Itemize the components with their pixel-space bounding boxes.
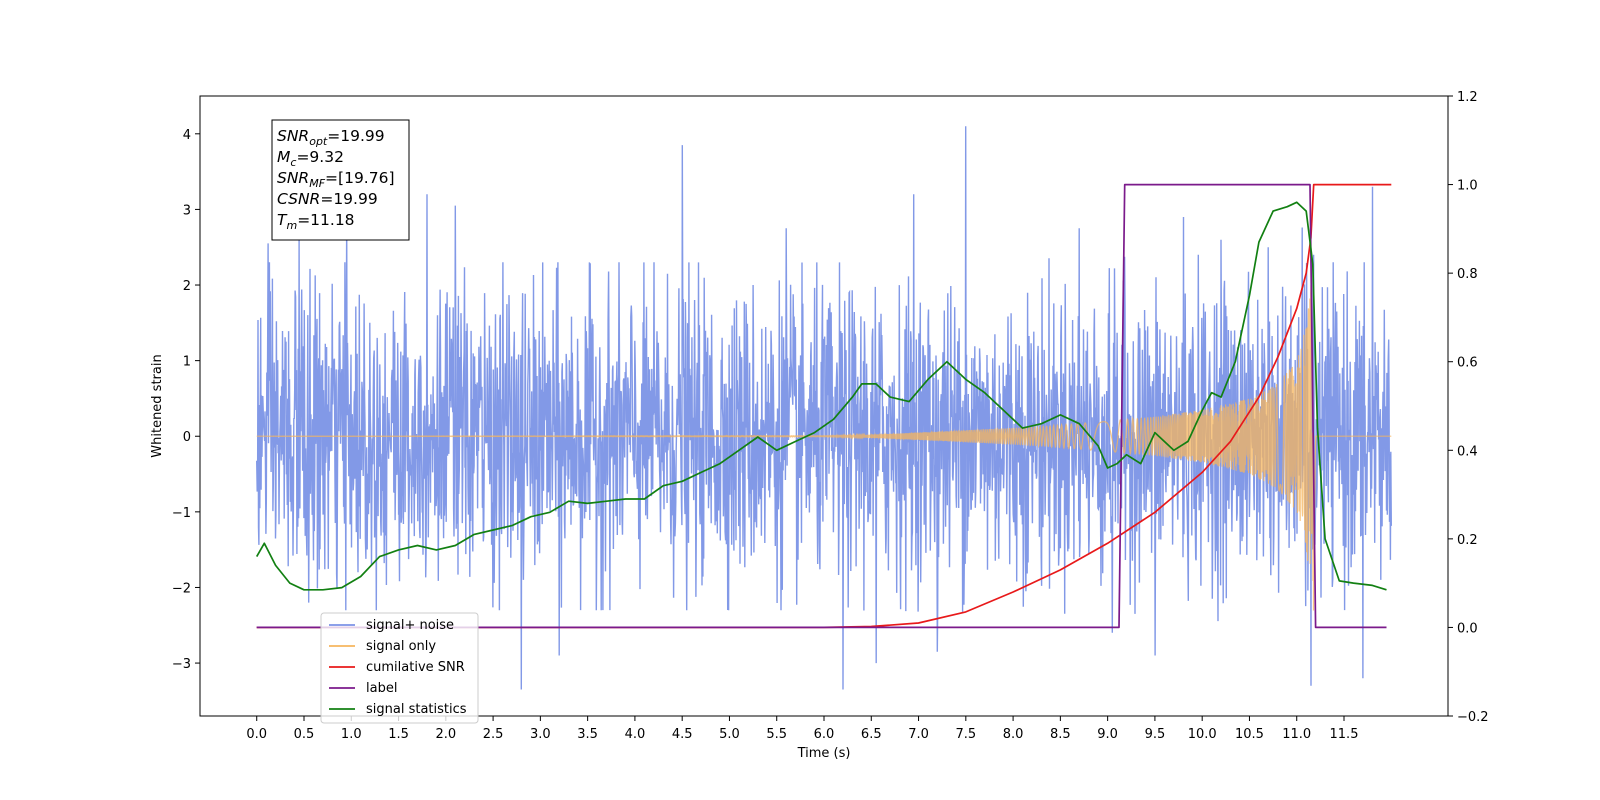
y-tick-label: 0 <box>183 430 191 445</box>
x-tick-label: 4.5 <box>672 727 693 742</box>
y-axis-left: −3 −2 −1 0 1 2 3 4 <box>172 128 200 672</box>
annotation-line: SNRMF=[19.76] <box>277 169 395 190</box>
right-axis-series <box>255 183 1392 629</box>
y-axis-title: Whitened strain <box>150 354 165 457</box>
series-label-line <box>256 183 1387 629</box>
legend-label-cumilative-snr: cumilative SNR <box>366 660 465 675</box>
y-axis-right: −0.2 0.0 0.2 0.4 0.6 0.8 1.0 1.2 <box>1448 90 1489 725</box>
legend-label-signal-statistics: signal statistics <box>366 702 467 717</box>
legend-frame <box>320 612 479 724</box>
y-tick-label: −1 <box>172 506 191 521</box>
x-tick-label: 9.5 <box>1145 727 1166 742</box>
x-tick-label: 10.0 <box>1188 727 1217 742</box>
x-tick-label: 11.0 <box>1282 727 1311 742</box>
x-tick-label: 9.0 <box>1097 727 1118 742</box>
legend: signal+ noise signal only cumilative SNR la… <box>320 612 479 724</box>
y-tick-label: −3 <box>172 657 191 672</box>
y2-tick-label: −0.2 <box>1457 710 1489 725</box>
x-tick-label: 5.5 <box>766 727 787 742</box>
annotation-box: SNRopt=19.99Mc=9.32SNRMF=[19.76]CSNR=19.… <box>271 119 410 241</box>
annotation-line: SNRopt=19.99 <box>277 127 385 148</box>
y2-tick-label: 0.0 <box>1457 621 1478 636</box>
x-tick-label: 3.5 <box>577 727 598 742</box>
x-tick-label: 10.5 <box>1235 727 1264 742</box>
x-tick-label: 7.5 <box>955 727 976 742</box>
y-tick-label: −2 <box>172 581 191 596</box>
annotation-line: CSNR=19.99 <box>277 190 378 208</box>
y2-tick-label: 0.6 <box>1457 356 1478 371</box>
signal-plus-noise-line <box>256 126 1392 690</box>
x-tick-label: 5.0 <box>719 727 740 742</box>
x-axis-title: Time (s) <box>797 746 851 761</box>
legend-label-signal-noise: signal+ noise <box>366 618 454 633</box>
x-tick-label: 11.5 <box>1330 727 1359 742</box>
x-tick-label: 8.5 <box>1050 727 1071 742</box>
x-tick-label: 1.5 <box>388 727 409 742</box>
x-tick-label: 8.0 <box>1003 727 1024 742</box>
x-tick-label: 6.5 <box>861 727 882 742</box>
x-tick-label: 4.0 <box>625 727 646 742</box>
x-tick-label: 0.5 <box>294 727 315 742</box>
y-tick-label: 3 <box>183 203 191 218</box>
plot-area <box>255 126 1392 690</box>
x-axis: 0.0 0.5 1.0 1.5 2.0 2.5 3.0 3.5 4.0 4.5 5.0 5.5 6.0 6… <box>246 716 1358 742</box>
series-signal-statistics-line <box>255 201 1387 591</box>
annotation-line: Tm=11.18 <box>277 211 355 232</box>
y-tick-label: 2 <box>183 279 191 294</box>
x-tick-label: 1.0 <box>341 727 362 742</box>
x-tick-label: 6.0 <box>814 727 835 742</box>
annotation-line: Mc=9.32 <box>277 148 344 169</box>
y2-tick-label: 0.8 <box>1457 267 1478 282</box>
x-tick-label: 2.5 <box>483 727 504 742</box>
x-tick-label: 2.0 <box>435 727 456 742</box>
x-tick-label: 3.0 <box>530 727 551 742</box>
signal-only-line <box>256 285 1392 611</box>
series-signal-only <box>256 285 1392 611</box>
series-signal-plus-noise <box>256 126 1392 690</box>
y2-tick-label: 0.4 <box>1457 444 1478 459</box>
y2-tick-label: 0.2 <box>1457 533 1478 548</box>
annotation-frame <box>271 119 410 241</box>
series-cumilative-snr-line <box>256 183 1392 629</box>
x-tick-label: 7.0 <box>908 727 929 742</box>
y2-tick-label: 1.0 <box>1457 179 1478 194</box>
y-tick-label: 4 <box>183 128 191 143</box>
x-tick-label: 0.0 <box>246 727 267 742</box>
y-tick-label: 1 <box>183 355 191 370</box>
legend-label-signal-only: signal only <box>366 639 436 654</box>
y2-tick-label: 1.2 <box>1457 90 1478 105</box>
legend-label-label: label <box>366 681 397 696</box>
